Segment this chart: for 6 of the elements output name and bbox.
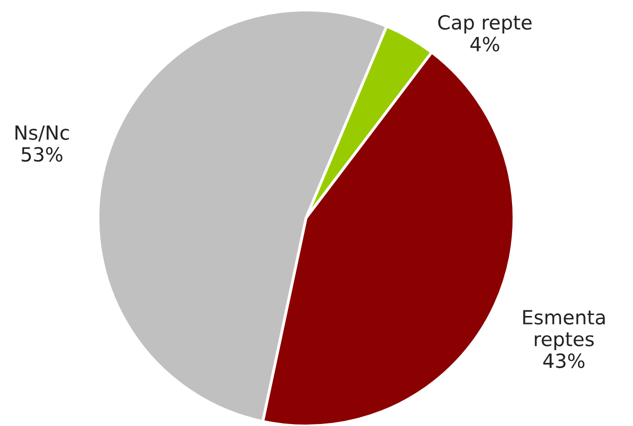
slice-label: Esmenta reptes <box>523 310 605 350</box>
data-label: 4% <box>470 36 500 52</box>
slice-label: Ns/Nc <box>16 126 69 142</box>
data-label: 43% <box>543 353 584 368</box>
slice-label: Cap repte <box>438 15 532 34</box>
data-label: 53% <box>22 147 62 162</box>
